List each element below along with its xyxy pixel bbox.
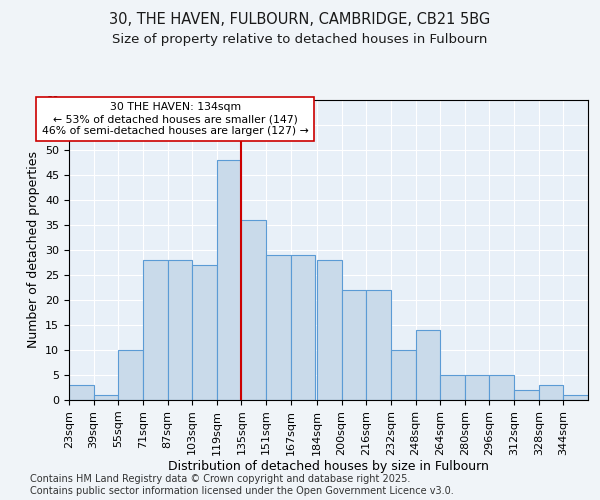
Bar bbox=[440, 375, 465, 400]
Bar bbox=[291, 255, 316, 400]
X-axis label: Distribution of detached houses by size in Fulbourn: Distribution of detached houses by size … bbox=[168, 460, 489, 473]
Y-axis label: Number of detached properties: Number of detached properties bbox=[26, 152, 40, 348]
Text: Contains HM Land Registry data © Crown copyright and database right 2025.
Contai: Contains HM Land Registry data © Crown c… bbox=[30, 474, 454, 496]
Bar bbox=[217, 160, 241, 400]
Bar bbox=[341, 290, 366, 400]
Bar bbox=[391, 350, 416, 400]
Bar bbox=[416, 330, 440, 400]
Bar bbox=[167, 260, 192, 400]
Bar bbox=[241, 220, 266, 400]
Bar bbox=[266, 255, 291, 400]
Bar bbox=[143, 260, 167, 400]
Bar bbox=[514, 390, 539, 400]
Bar bbox=[366, 290, 391, 400]
Bar bbox=[192, 265, 217, 400]
Text: Size of property relative to detached houses in Fulbourn: Size of property relative to detached ho… bbox=[112, 32, 488, 46]
Bar bbox=[69, 385, 94, 400]
Bar bbox=[563, 395, 588, 400]
Bar bbox=[490, 375, 514, 400]
Text: 30, THE HAVEN, FULBOURN, CAMBRIDGE, CB21 5BG: 30, THE HAVEN, FULBOURN, CAMBRIDGE, CB21… bbox=[109, 12, 491, 28]
Bar bbox=[539, 385, 563, 400]
Bar bbox=[465, 375, 490, 400]
Bar bbox=[94, 395, 118, 400]
Text: 30 THE HAVEN: 134sqm
← 53% of detached houses are smaller (147)
46% of semi-deta: 30 THE HAVEN: 134sqm ← 53% of detached h… bbox=[42, 102, 308, 136]
Bar bbox=[317, 260, 341, 400]
Bar bbox=[118, 350, 143, 400]
